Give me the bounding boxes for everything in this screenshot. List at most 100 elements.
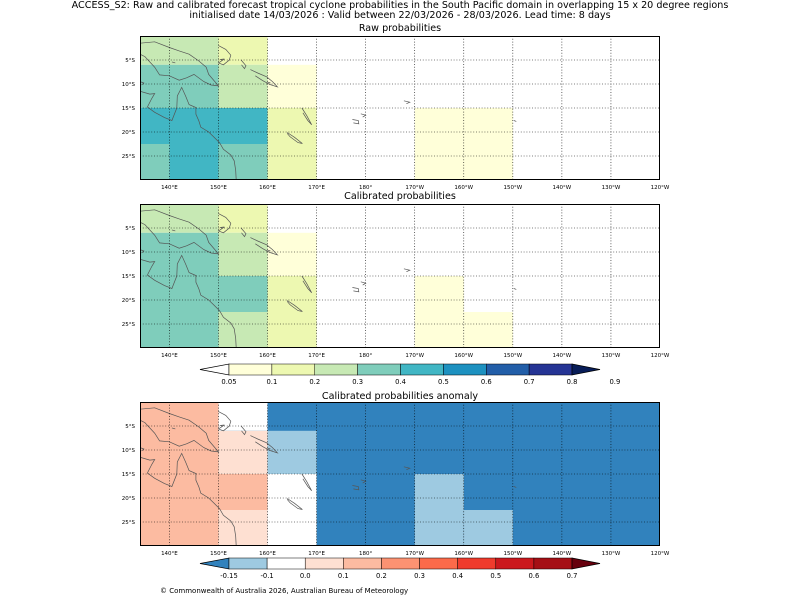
coastline-11 — [513, 120, 517, 122]
coastline-9 — [360, 281, 367, 286]
coastline-2 — [140, 249, 145, 254]
colorbar-segment — [457, 557, 497, 570]
colorbar-tick-label: 0.5 — [438, 378, 449, 386]
colorbar-tick-label: 0.2 — [309, 378, 320, 386]
probability-cell-1 — [218, 36, 268, 65]
colorbar-segment — [228, 363, 273, 376]
longitude-tick-label: 170°W — [405, 551, 424, 557]
colorbar-segment — [228, 557, 268, 570]
colorbar-tick-label: -0.15 — [220, 572, 238, 580]
colorbar-tick-label: 0.1 — [338, 572, 349, 580]
coastline-10 — [403, 466, 411, 471]
probability-cell-5 — [218, 510, 268, 546]
longitude-tick-label: 160°E — [259, 353, 276, 359]
probability-cell-3 — [218, 430, 268, 474]
probability-cell-3 — [218, 232, 268, 276]
coastline-11 — [513, 288, 517, 290]
colorbar-segment — [357, 363, 401, 376]
latitude-tick-label: 5°S — [125, 58, 135, 64]
colorbar-tick-label: 0.5 — [490, 572, 501, 580]
coastline-0 — [140, 41, 220, 87]
longitude-tick-label: 140°W — [553, 353, 572, 359]
latitude-tick-label: 25°S — [122, 322, 136, 328]
colorbar-extend-low — [199, 363, 230, 376]
coastline-13 — [267, 81, 271, 84]
coastline-3 — [217, 45, 232, 66]
colorbar-segment — [419, 557, 458, 570]
coastline-1 — [140, 86, 237, 180]
probability-cell-8 — [169, 144, 219, 180]
coastline-4 — [240, 59, 247, 70]
latitude-tick-label: 15°S — [122, 472, 136, 478]
colorbar-segment — [495, 557, 535, 570]
coastline-7 — [301, 107, 313, 126]
probability-cell-5 — [140, 108, 268, 144]
longitude-tick-label: 140°E — [161, 551, 178, 557]
map-plot-area — [140, 204, 660, 348]
coastline-5 — [250, 435, 279, 454]
colorbar-tick-label: 0.9 — [609, 378, 620, 386]
colorbar-segment — [304, 557, 344, 570]
probability-cell-6 — [267, 430, 317, 474]
coastline-5 — [250, 69, 279, 88]
map-frame — [140, 204, 660, 348]
coastline-0 — [140, 407, 220, 453]
colorbar-extend-high — [571, 363, 601, 376]
probability-cell-9 — [463, 510, 513, 546]
probability-cell-2 — [218, 402, 268, 431]
probability-cell-1 — [218, 204, 268, 233]
probability-cell-6 — [267, 108, 317, 180]
longitude-tick-label: 140°W — [553, 551, 572, 557]
colorbar-tick-label: 0.2 — [376, 572, 387, 580]
longitude-tick-label: 160°W — [454, 353, 473, 359]
longitude-tick-label: 150°E — [210, 353, 227, 359]
probability-cell-4 — [267, 64, 317, 108]
colorbar-segment — [343, 557, 382, 570]
longitude-tick-label: 120°W — [651, 551, 670, 557]
probability-cell-4 — [218, 474, 268, 510]
longitude-tick-label: 160°E — [259, 551, 276, 557]
longitude-tick-label: 140°E — [161, 353, 178, 359]
map-plot-area — [140, 36, 660, 180]
colorbar-tick-label: 0.7 — [567, 572, 578, 580]
probability-cell-9 — [218, 144, 268, 180]
panel-title-raw: Raw probabilities — [358, 23, 442, 34]
probability-cell-1 — [140, 402, 219, 546]
longitude-tick-label: 170°E — [308, 353, 325, 359]
probability-cell-5 — [140, 276, 268, 312]
colorbar-tick-label: 0.4 — [395, 378, 406, 386]
colorbar-segment — [271, 363, 315, 376]
latitude-tick-label: 10°S — [122, 82, 136, 88]
coastline-3 — [217, 213, 232, 234]
coastline-7 — [301, 275, 313, 294]
panel-title-calibrated: Calibrated probabilities — [344, 191, 456, 202]
probability-cell-0 — [140, 36, 219, 65]
coastline-4 — [240, 227, 247, 238]
coastline-10 — [403, 100, 411, 105]
coastline-8 — [352, 287, 360, 293]
coastline-1 — [140, 452, 237, 546]
colorbar-segment — [266, 557, 306, 570]
colorbar-segment — [400, 363, 444, 376]
colorbar-tick-label: -0.1 — [260, 572, 273, 580]
longitude-tick-label: 150°W — [503, 353, 522, 359]
latitude-tick-label: 25°S — [122, 520, 136, 526]
longitude-tick-label: 130°W — [602, 551, 621, 557]
coastline-12 — [171, 229, 176, 232]
latitude-tick-label: 10°S — [122, 250, 136, 256]
probability-cell-8 — [218, 312, 268, 348]
probability-cell-0 — [140, 204, 219, 233]
map-frame — [140, 402, 660, 546]
coastline-8 — [352, 119, 360, 125]
coastline-10 — [403, 268, 411, 273]
coastline-6 — [286, 498, 303, 510]
longitude-tick-label: 170°W — [405, 353, 424, 359]
latitude-tick-label: 5°S — [125, 424, 135, 430]
latitude-tick-label: 25°S — [122, 154, 136, 160]
coastline-9 — [360, 113, 367, 118]
colorbar-tick-label: 0.6 — [481, 378, 492, 386]
probability-cell-2 — [140, 232, 219, 276]
map-background — [140, 204, 660, 348]
